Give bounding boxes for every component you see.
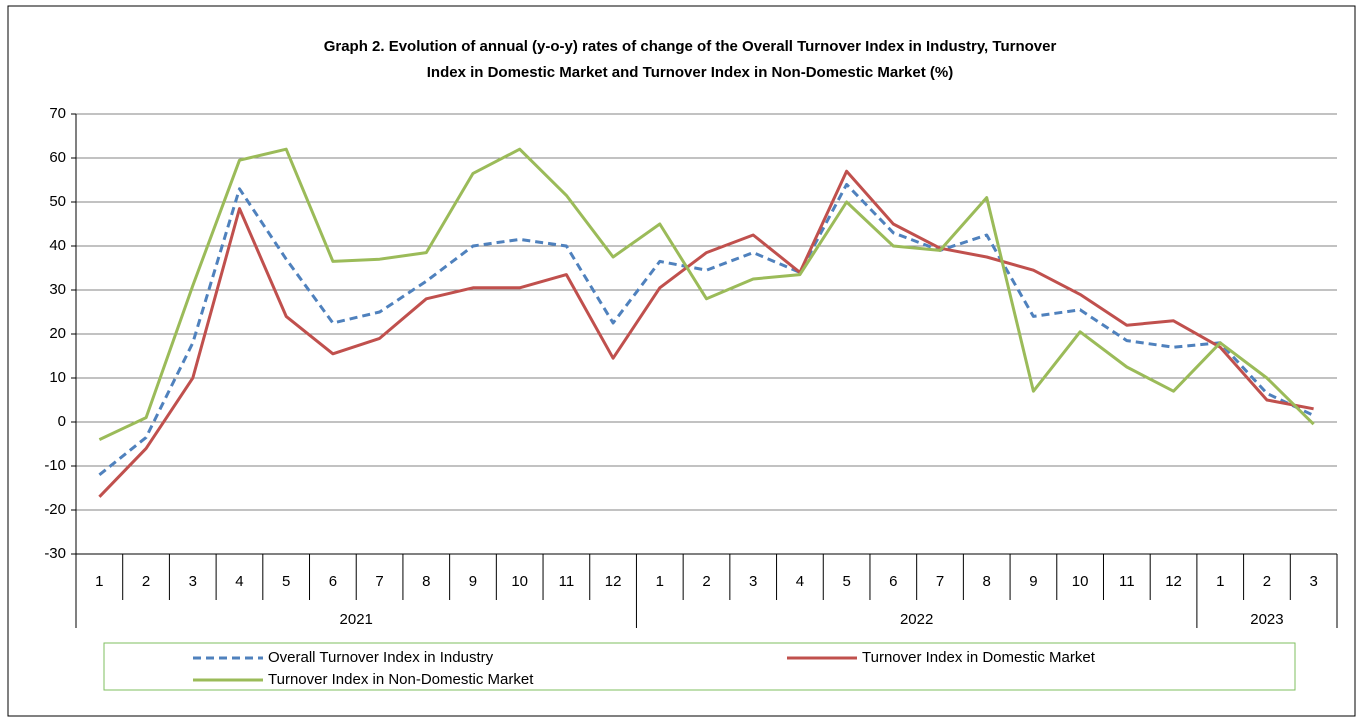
- x-tick-label: 1: [656, 573, 664, 590]
- legend-label: Turnover Index in Domestic Market: [862, 649, 1096, 666]
- legend-label: Turnover Index in Non-Domestic Market: [268, 671, 534, 688]
- x-tick-label: 4: [235, 573, 243, 590]
- legend-label: Overall Turnover Index in Industry: [268, 649, 494, 666]
- y-tick-label: 60: [49, 149, 66, 166]
- x-tick-label: 3: [749, 573, 757, 590]
- chart-frame: [7, 5, 1356, 717]
- group-label: 2022: [900, 611, 933, 628]
- x-tick-label: 5: [282, 573, 290, 590]
- x-tick-label: 3: [1309, 573, 1317, 590]
- x-tick-label: 2: [702, 573, 710, 590]
- group-label: 2023: [1250, 611, 1283, 628]
- series-line: [98, 169, 1314, 498]
- x-tick-label: 1: [95, 573, 103, 590]
- x-tick-label: 2: [1263, 573, 1271, 590]
- legend-box: [103, 642, 1296, 691]
- y-tick-label: 70: [49, 105, 66, 122]
- chart-subtitle: Index in Domestic Market and Turnover In…: [427, 64, 954, 81]
- x-tick-label: 1: [1216, 573, 1224, 590]
- y-tick-label: 50: [49, 193, 66, 210]
- y-tick-label: 0: [58, 413, 66, 430]
- series-line: [98, 147, 1315, 441]
- x-tick-label: 8: [983, 573, 991, 590]
- x-tick-label: 9: [1029, 573, 1037, 590]
- x-tick-label: 6: [329, 573, 337, 590]
- x-tick-label: 11: [1119, 573, 1135, 590]
- x-tick-label: 12: [605, 573, 622, 590]
- y-tick-label: -20: [44, 501, 66, 518]
- x-tick-label: 11: [559, 573, 575, 590]
- x-tick-label: 10: [511, 573, 528, 590]
- x-tick-label: 3: [189, 573, 197, 590]
- y-tick-label: -10: [44, 457, 66, 474]
- y-tick-label: -30: [44, 545, 66, 562]
- x-tick-label: 5: [842, 573, 850, 590]
- chart-title: Graph 2. Evolution of annual (y-o-y) rat…: [324, 38, 1057, 55]
- x-tick-label: 10: [1072, 573, 1089, 590]
- y-tick-label: 10: [49, 369, 66, 386]
- group-label: 2021: [340, 611, 373, 628]
- x-tick-label: 9: [469, 573, 477, 590]
- x-tick-label: 12: [1165, 573, 1182, 590]
- y-tick-label: 40: [49, 237, 66, 254]
- x-tick-label: 7: [375, 573, 383, 590]
- x-tick-label: 4: [796, 573, 804, 590]
- x-tick-label: 8: [422, 573, 430, 590]
- x-tick-label: 2: [142, 573, 150, 590]
- y-tick-label: 30: [49, 281, 66, 298]
- x-tick-label: 6: [889, 573, 897, 590]
- y-tick-label: 20: [49, 325, 66, 342]
- x-tick-label: 7: [936, 573, 944, 590]
